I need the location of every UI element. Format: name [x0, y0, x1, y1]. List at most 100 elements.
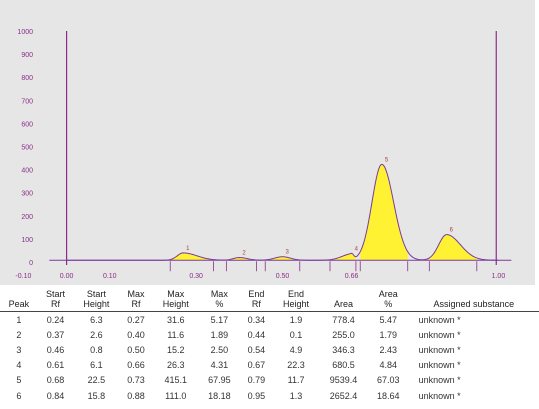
x-tick-label: 0.30 [189, 273, 203, 280]
cell-start-rf: 0.37 [46, 329, 65, 340]
cell-assigned-substance: unknown * [418, 314, 461, 325]
peak-label-2: 2 [242, 251, 246, 257]
cell-end-rf: 0.54 [247, 344, 266, 355]
y-tick-label: 900 [21, 52, 33, 59]
header-start-height: Start Height [83, 289, 110, 309]
peak-label-1: 1 [186, 246, 190, 252]
cell-max-height: 31.6 [167, 314, 185, 325]
cell-max-height: 11.6 [167, 329, 185, 340]
peak-area-5 [360, 164, 408, 261]
cell-area-pct: 2.43 [379, 344, 397, 355]
cell-max-rf: 0.50 [127, 344, 145, 355]
cell-start-height: 2.6 [90, 329, 103, 340]
cell-assigned-substance: unknown * [418, 329, 461, 340]
header-area-pct: Area% [378, 289, 398, 309]
cell-end-rf: 0.95 [247, 390, 266, 401]
cell-max-pct: 2.50 [210, 344, 229, 355]
cell-start-height: 6.1 [90, 360, 103, 371]
densitogram-plot: 0 100 200 300 400 500 600 700 800 900 1000 -0.10 0.0… [0, 0, 535, 285]
cell-area-pct: 67.03 [376, 375, 400, 386]
table-row: 5 0.68 22.5 0.73 415.1 67.95 0.79 11.7 9539.4 67.… [0, 373, 539, 388]
peak-label-4: 4 [355, 246, 359, 252]
cell-area: 346.3 [332, 344, 355, 355]
cell-start-rf: 0.68 [46, 375, 65, 386]
x-tick-label: -0.10 [15, 273, 31, 280]
cell-max-pct: 5.17 [210, 314, 229, 325]
x-tick-label: 0.10 [103, 273, 117, 280]
x-tick-label: 0.50 [276, 273, 290, 280]
cell-start-height: 15.8 [87, 390, 106, 401]
table-row: 4 0.61 6.1 0.66 26.3 4.31 0.67 22.3 680.5 4.84 unk… [0, 358, 539, 373]
y-tick-label: 800 [21, 75, 33, 82]
y-tick-label: 1000 [17, 29, 33, 36]
x-tick-label: 0.00 [60, 273, 74, 280]
y-tick-label: 600 [21, 121, 33, 128]
y-tick-label: 0 [29, 260, 33, 267]
cell-area: 680.5 [332, 360, 355, 371]
cell-area-pct: 1.79 [379, 329, 397, 340]
cell-max-pct: 67.95 [208, 375, 231, 386]
peak-label-6: 6 [450, 228, 454, 234]
cell-assigned-substance: unknown * [418, 390, 461, 401]
peak-results-table-container: Peak Start Rf Start Height Max Rf Max Height Max%… [0, 288, 539, 403]
cell-peak: 3 [16, 344, 22, 355]
cell-area-pct: 18.64 [376, 390, 400, 401]
cell-max-pct: 4.31 [210, 360, 229, 371]
cell-area: 9539.4 [329, 375, 358, 386]
header-max-rf: Max Rf [127, 289, 145, 309]
cell-start-rf: 0.61 [46, 360, 65, 371]
cell-end-height: 11.7 [287, 375, 305, 386]
y-tick-label: 100 [21, 237, 33, 244]
table-row: 1 0.24 6.3 0.27 31.6 5.17 0.34 1.9 778.4 5.47 unkn… [0, 312, 539, 328]
header-area: Area [333, 299, 353, 309]
cell-peak: 4 [16, 360, 22, 371]
cell-area: 778.4 [332, 314, 355, 325]
y-tick-label: 500 [21, 145, 33, 152]
cell-max-rf: 0.27 [127, 314, 145, 325]
cell-max-pct: 1.89 [210, 329, 229, 340]
peak-results-table: Peak Start Rf Start Height Max Rf Max Height Max%… [0, 288, 539, 403]
cell-max-height: 111.0 [165, 390, 187, 401]
table-row: 2 0.37 2.6 0.40 11.6 1.89 0.44 0.1 255.0 1.79 unkn… [0, 327, 539, 342]
cell-end-height: 4.9 [289, 344, 303, 355]
peak-label-3: 3 [286, 250, 290, 256]
cell-area-pct: 5.47 [379, 314, 397, 325]
peak-area-3 [265, 256, 300, 261]
cell-max-rf: 0.73 [127, 375, 145, 386]
peak-area-6 [429, 234, 477, 261]
x-tick-label: 0.66 [345, 273, 359, 280]
cell-peak: 2 [16, 329, 22, 340]
header-end-height: End Height [283, 289, 310, 309]
cell-area: 255.0 [332, 329, 355, 340]
cell-start-rf: 0.46 [46, 344, 65, 355]
cell-start-rf: 0.24 [46, 314, 65, 325]
header-peak: Peak [8, 299, 30, 309]
cell-start-height: 0.8 [90, 344, 103, 355]
peak-area-1 [170, 252, 214, 261]
cell-max-rf: 0.66 [127, 360, 145, 371]
peak-label-5: 5 [385, 157, 389, 163]
cell-area: 2652.4 [329, 390, 358, 401]
header-assigned-substance: Assigned substance [433, 299, 515, 309]
cell-end-rf: 0.79 [247, 375, 266, 386]
cell-end-rf: 0.67 [247, 360, 266, 371]
densitogram-svg: 0 100 200 300 400 500 600 700 800 900 1000 -0.10 0.0… [15, 29, 512, 280]
y-tick-label: 200 [21, 214, 33, 221]
table-row: 3 0.46 0.8 0.50 15.2 2.50 0.54 4.9 346.3 2.43 unkn… [0, 342, 539, 357]
y-tick-label: 700 [21, 98, 33, 105]
cell-start-height: 6.3 [90, 314, 103, 325]
table-row: 6 0.84 15.8 0.88 111.0 18.18 0.95 1.3 2652.4 18.6… [0, 388, 539, 403]
cell-end-rf: 0.34 [247, 314, 266, 325]
cell-peak: 1 [16, 314, 22, 325]
y-tick-label: 300 [21, 191, 33, 198]
header-max-pct: Max% [210, 289, 228, 309]
cell-end-height: 1.3 [289, 390, 303, 401]
header-start-rf: Start Rf [45, 289, 65, 309]
table-header-row: Peak Start Rf Start Height Max Rf Max Height Max%… [0, 288, 539, 312]
cell-peak: 5 [16, 375, 22, 386]
cell-end-height: 22.3 [287, 360, 305, 371]
header-end-rf: End Rf [248, 289, 265, 309]
cell-end-height: 1.9 [289, 314, 303, 325]
cell-area-pct: 4.84 [379, 360, 397, 371]
cell-max-height: 26.3 [167, 360, 185, 371]
